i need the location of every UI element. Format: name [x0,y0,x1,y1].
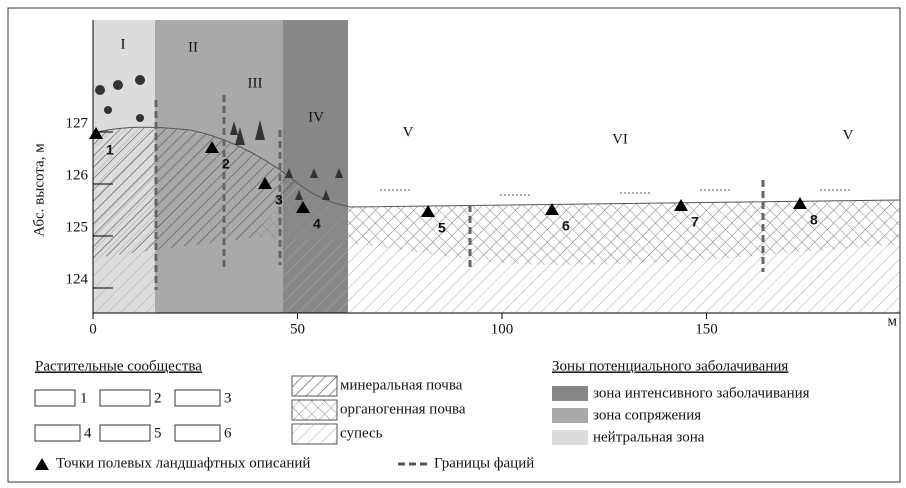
zone-swatch [552,430,588,445]
zone-label: V [843,127,854,143]
y-tick-label: 127 [66,115,89,131]
soil-label: минеральная почва [340,377,463,393]
y-tick-label: 124 [66,271,89,287]
diagram: Абс. высота, м м Растительные сообщества… [0,0,906,488]
community-label: 6 [224,425,232,441]
soil-swatch [292,400,337,420]
zone-swatch [552,408,588,423]
x-tick-label: 150 [695,321,718,337]
soil-swatch [292,376,337,396]
y-axis-label: Абс. высота, м [31,143,47,237]
x-tick-label: 50 [290,321,305,337]
community-label: 2 [154,390,162,406]
zone-label: IV [308,109,324,125]
zone-label: нейтральная зона [593,429,705,445]
community-label: 5 [154,425,162,441]
zone-swatch [552,386,588,401]
soil-label: супесь [340,425,383,441]
zone-label: III [248,75,263,91]
community-label: 3 [224,390,232,406]
point-label: 5 [438,220,446,236]
x-tick-label: 0 [89,321,97,337]
soil-label: органогенная почва [340,401,466,417]
point-label: 4 [313,216,321,232]
legend-title: Зоны потенциального заболачивания [552,358,788,374]
y-tick-label: 125 [66,219,89,235]
points-note: Точки полевых ландшафтных описаний [56,455,310,471]
community-label: 4 [84,425,92,441]
x-unit: м [888,313,898,329]
point-label: 3 [275,192,283,208]
point-label: 1 [106,142,114,158]
zone-label: V [403,124,414,140]
zone-label: зона сопряжения [593,407,701,423]
zone-label: II [188,39,198,55]
zone-label: зона интенсивного заболачивания [593,385,810,401]
community-label: 1 [80,390,88,406]
soil-swatch [292,424,337,444]
zone-label: I [121,36,126,52]
y-tick-label: 126 [66,167,89,183]
boundaries-note: Границы фаций [434,455,534,471]
legend-title: Растительные сообщества [35,358,202,374]
point-label: 2 [222,156,230,172]
point-label: 6 [562,218,570,234]
point-label: 7 [691,214,699,230]
zone-label: VI [612,131,628,147]
x-tick-label: 100 [491,321,514,337]
point-label: 8 [810,212,818,228]
